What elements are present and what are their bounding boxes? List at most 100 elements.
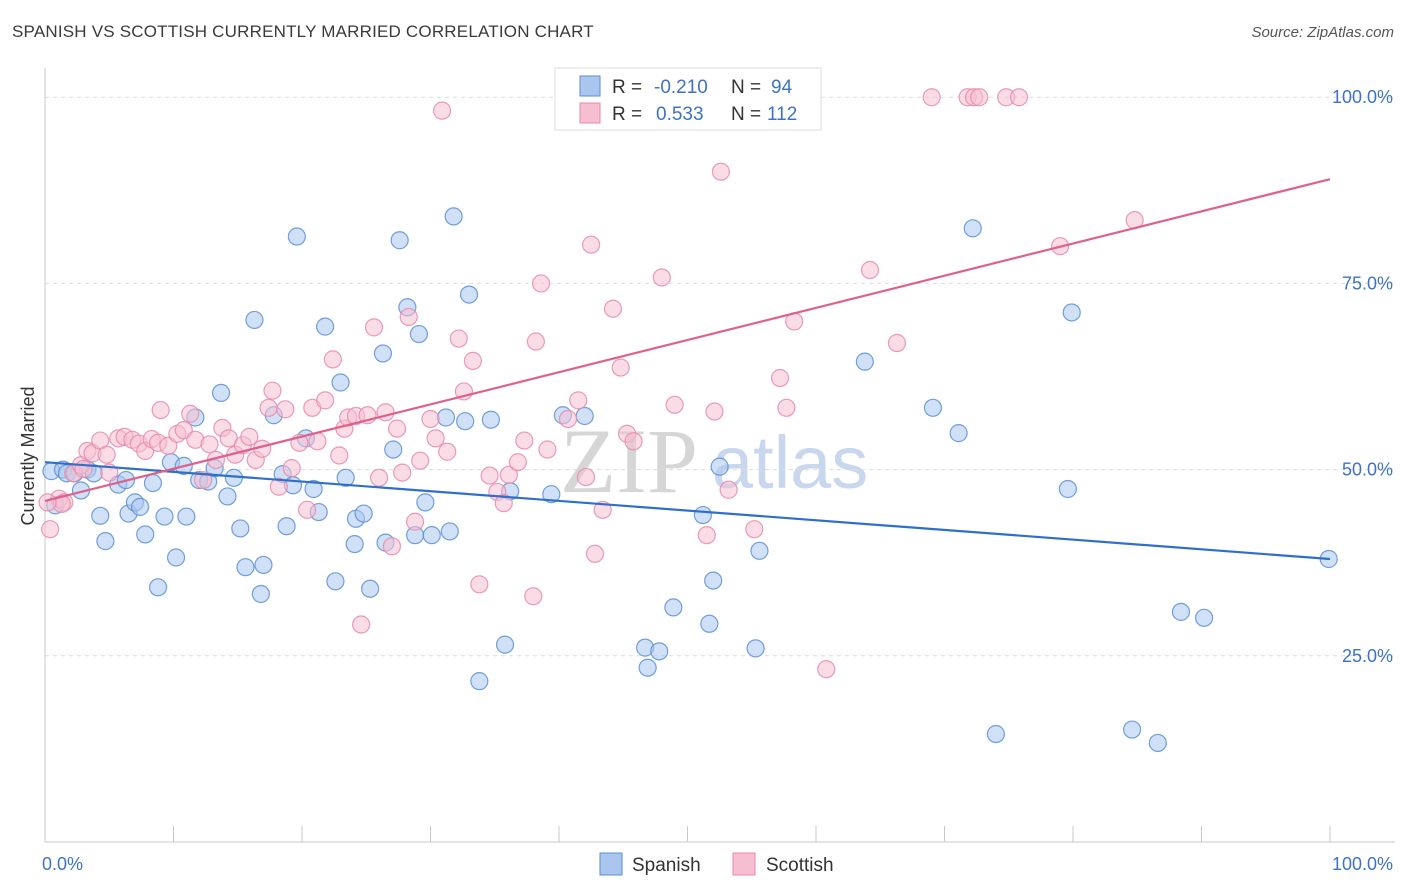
point-scottish-8 (97, 445, 116, 464)
point-scottish-43 (323, 350, 342, 369)
point-spanish-16 (148, 578, 168, 597)
point-spanish-89 (1171, 602, 1191, 621)
point-scottish-39 (298, 500, 317, 519)
point-scottish-91 (705, 402, 724, 421)
point-scottish-54 (387, 419, 407, 438)
point-spanish-81 (855, 352, 874, 371)
trend-line-spanish (44, 461, 1331, 561)
point-spanish-17 (155, 507, 174, 526)
point-spanish-45 (336, 468, 355, 487)
point-scottish-80 (582, 235, 601, 254)
point-scottish-17 (151, 400, 170, 420)
point-scottish-111 (74, 459, 93, 478)
point-scottish-70 (499, 465, 518, 484)
point-scottish-42 (316, 391, 335, 410)
point-scottish-56 (399, 307, 418, 327)
point-spanish-38 (287, 227, 306, 246)
point-spanish-65 (481, 410, 500, 429)
y-tick-label-3: 100.0% (1332, 87, 1393, 107)
point-spanish-14 (136, 525, 155, 544)
point-scottish-48 (352, 615, 371, 634)
point-scottish-72 (515, 431, 534, 450)
point-spanish-50 (373, 344, 393, 363)
point-spanish-64 (470, 672, 489, 691)
point-scottish-93 (719, 480, 738, 499)
stats-swatch-scottish (579, 102, 601, 124)
point-scottish-35 (269, 477, 288, 496)
data-points (38, 88, 1338, 753)
point-spanish-49 (361, 579, 380, 598)
point-spanish-44 (331, 373, 350, 392)
point-spanish-62 (456, 412, 475, 431)
stats-swatch-spanish (579, 75, 601, 97)
point-scottish-34 (263, 381, 282, 400)
point-spanish-29 (231, 519, 250, 538)
point-scottish-81 (585, 544, 605, 563)
point-spanish-13 (130, 497, 150, 516)
point-scottish-83 (603, 299, 623, 318)
point-scottish-44 (330, 446, 349, 465)
point-spanish-83 (949, 424, 968, 443)
watermark-atlas: atlas (712, 421, 868, 504)
axes (44, 68, 1395, 843)
point-scottish-98 (817, 660, 836, 679)
stats-r-label-scottish: R = (612, 104, 642, 125)
point-spanish-48 (354, 504, 373, 523)
point-scottish-23 (193, 470, 213, 490)
point-scottish-37 (282, 459, 301, 478)
legend-label-spanish: Spanish (632, 855, 701, 876)
point-spanish-26 (211, 383, 231, 403)
point-spanish-59 (436, 408, 456, 427)
point-scottish-21 (181, 404, 200, 423)
x-tick-label-0: 0.0% (42, 854, 83, 874)
point-scottish-92 (711, 162, 731, 181)
x-tick-labels: 0.0% 100.0% (42, 854, 1393, 874)
y-tick-label-1: 50.0% (1342, 460, 1393, 480)
stats-n-value-spanish: 94 (771, 77, 793, 98)
point-spanish-74 (664, 598, 683, 617)
point-scottish-104 (970, 88, 989, 107)
y-tick-labels: 25.0% 50.0% 75.0% 100.0% (1332, 87, 1393, 666)
point-spanish-42 (316, 317, 335, 336)
point-spanish-15 (143, 473, 163, 493)
point-scottish-66 (470, 575, 489, 594)
point-spanish-88 (1123, 720, 1142, 739)
trend-lines (44, 178, 1331, 561)
point-spanish-79 (746, 639, 765, 658)
point-spanish-66 (495, 635, 515, 654)
point-spanish-76 (700, 614, 719, 633)
point-scottish-100 (887, 333, 907, 353)
point-spanish-8 (96, 532, 115, 551)
point-scottish-57 (405, 512, 425, 531)
point-spanish-70 (575, 406, 594, 426)
point-scottish-77 (558, 409, 578, 429)
series-scottish (38, 88, 1144, 679)
point-spanish-84 (963, 219, 982, 238)
point-scottish-41 (308, 432, 327, 451)
point-scottish-86 (624, 432, 643, 451)
point-scottish-62 (438, 442, 457, 461)
point-scottish-33 (259, 398, 278, 417)
point-scottish-94 (745, 520, 764, 539)
point-spanish-36 (277, 517, 296, 536)
point-spanish-52 (384, 440, 403, 459)
point-spanish-32 (251, 584, 270, 604)
point-spanish-46 (345, 534, 364, 554)
point-spanish-53 (390, 231, 409, 250)
y-tick-label-0: 25.0% (1342, 646, 1393, 666)
point-scottish-67 (480, 466, 499, 485)
point-spanish-90 (1148, 733, 1167, 753)
stats-n-label-spanish: N = (731, 77, 761, 98)
point-spanish-61 (444, 207, 463, 226)
point-spanish-86 (1058, 479, 1077, 499)
point-scottish-20 (174, 421, 193, 440)
point-scottish-61 (432, 101, 452, 120)
point-scottish-58 (411, 451, 430, 470)
point-spanish-30 (236, 558, 255, 577)
point-scottish-84 (611, 358, 630, 377)
point-spanish-77 (704, 571, 723, 590)
point-scottish-76 (538, 440, 557, 459)
point-scottish-96 (777, 398, 796, 417)
series-legend: Spanish Scottish (599, 852, 834, 876)
